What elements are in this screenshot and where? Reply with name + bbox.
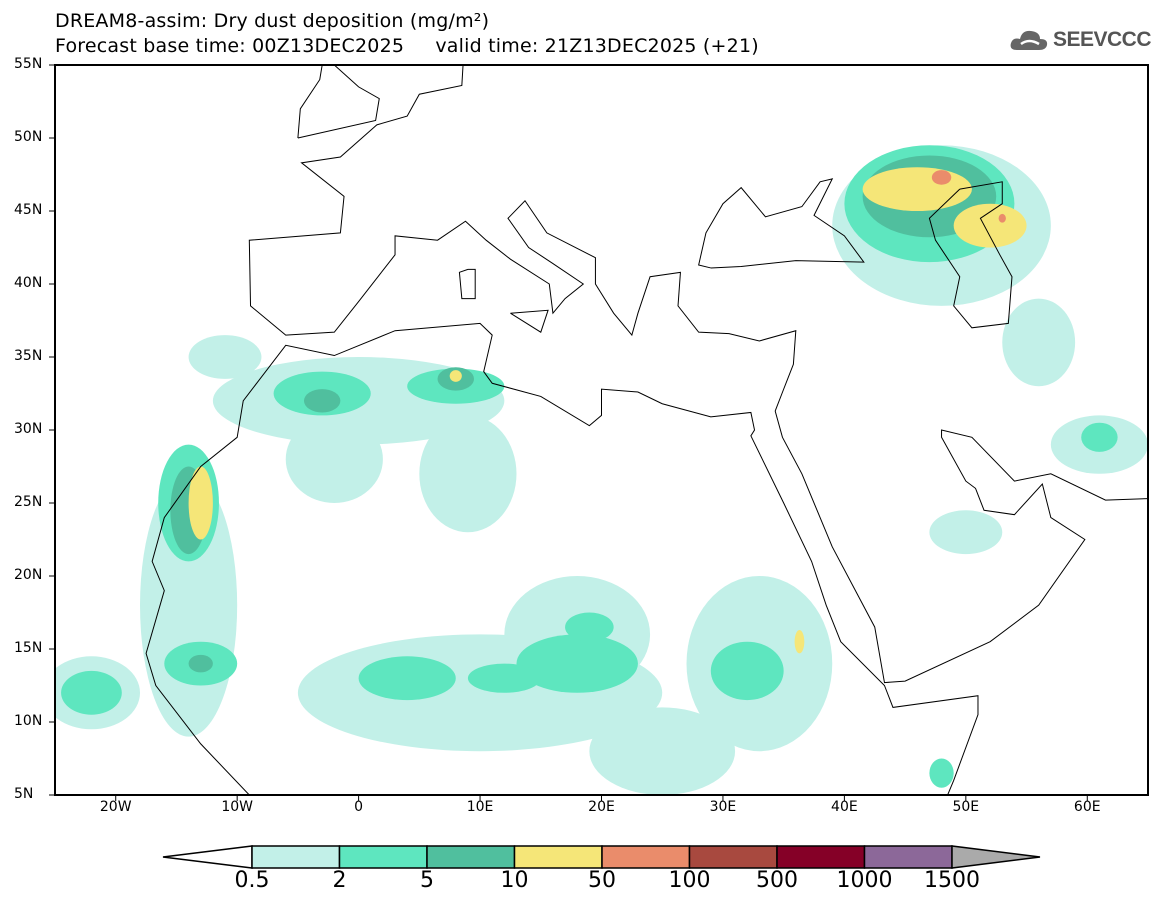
dust-contour-level-3 — [188, 466, 213, 540]
coastline — [928, 181, 1013, 329]
coastline — [458, 268, 476, 300]
dust-contour-level-3 — [862, 167, 972, 212]
lon-label: 40E — [831, 799, 858, 815]
colorbar-label: 10 — [500, 868, 529, 893]
lat-label: 40N — [14, 275, 43, 291]
dust-contour-level-0 — [419, 415, 517, 533]
lat-label: 5N — [14, 786, 34, 802]
dust-contour-level-3 — [794, 630, 805, 654]
dust-contour-level-1 — [358, 656, 456, 701]
lon-label: 60E — [1073, 799, 1101, 815]
colorbar-label: 50 — [588, 868, 616, 893]
dust-contour-level-1 — [565, 612, 614, 642]
lon-label: 20E — [588, 799, 615, 815]
colorbar-label: 0.5 — [234, 868, 270, 893]
dust-contour-level-1 — [516, 634, 638, 693]
lat-label: 50N — [14, 129, 43, 145]
colorbar — [162, 845, 1041, 869]
colorbar-swatch — [426, 845, 516, 869]
lon-label: 10W — [221, 799, 253, 815]
lat-label: 10N — [14, 713, 43, 729]
dust-contour-level-4 — [998, 213, 1006, 223]
forecast-time-subtitle: Forecast base time: 00Z13DEC2025 valid t… — [55, 35, 759, 57]
dust-contour-level-2 — [188, 654, 213, 673]
coastline — [248, 65, 797, 412]
coastline — [774, 410, 1148, 684]
colorbar-swatch — [776, 845, 866, 869]
dust-contour-level-1 — [61, 670, 122, 715]
dust-contour-level-4 — [931, 170, 952, 185]
lon-label: 0 — [354, 799, 364, 815]
colorbar-swatch — [863, 845, 953, 869]
dust-contour-level-2 — [303, 389, 341, 413]
dust-contour-level-3 — [953, 203, 1027, 248]
coastline — [297, 65, 323, 139]
dust-contour-level-0 — [929, 510, 1003, 555]
dust-contour-level-0 — [188, 335, 262, 379]
lat-label: 20N — [14, 567, 43, 583]
coastline — [510, 309, 549, 333]
coastlines — [145, 65, 1148, 795]
colorbar-swatch — [513, 845, 603, 869]
map-title: DREAM8-assim: Dry dust deposition (mg/m²… — [55, 10, 490, 32]
colorbar-label: 5 — [420, 868, 434, 893]
colorbar-label: 500 — [756, 868, 798, 893]
coastline — [145, 322, 979, 795]
dust-deposition-field — [55, 145, 1148, 795]
colorbar-label: 2 — [332, 868, 347, 893]
coastline — [297, 65, 380, 139]
dust-contour-level-0 — [285, 415, 383, 504]
seevccc-logo: SEEVCCC — [1009, 28, 1152, 52]
lat-label: 15N — [14, 640, 43, 656]
colorbar-swatch — [601, 845, 691, 869]
colorbar-swatch — [688, 845, 778, 869]
lon-label: 20W — [99, 799, 132, 815]
axis-ticks — [49, 64, 1088, 801]
colorbar-swatch — [251, 845, 341, 869]
colorbar-swatch — [338, 845, 428, 869]
dust-contour-level-0 — [589, 707, 736, 795]
colorbar-label: 1500 — [924, 868, 980, 893]
colorbar-label: 1000 — [836, 868, 893, 893]
dust-contour-level-1 — [467, 663, 541, 693]
lat-label: 30N — [14, 421, 43, 437]
dust-contour-level-1 — [710, 641, 784, 701]
coastline — [698, 178, 865, 269]
lat-label: 25N — [14, 494, 43, 510]
lat-label: 35N — [14, 348, 43, 364]
colorbar-under-arrow — [162, 845, 253, 869]
colorbar-label: 100 — [668, 868, 711, 893]
dust-contour-level-3 — [449, 370, 462, 382]
cloud-icon — [1010, 30, 1048, 50]
dust-contour-level-0 — [1002, 298, 1076, 387]
dust-contour-level-1 — [929, 758, 954, 788]
lon-label: 50E — [952, 799, 980, 815]
lat-label: 45N — [14, 202, 43, 218]
lon-label: 10E — [466, 799, 494, 815]
dust-contour-level-1 — [1081, 422, 1118, 452]
colorbar-over-arrow — [951, 845, 1041, 869]
lon-label: 30E — [709, 799, 737, 815]
lat-label: 55N — [14, 56, 43, 72]
logo-text: SEEVCCC — [1052, 28, 1152, 51]
